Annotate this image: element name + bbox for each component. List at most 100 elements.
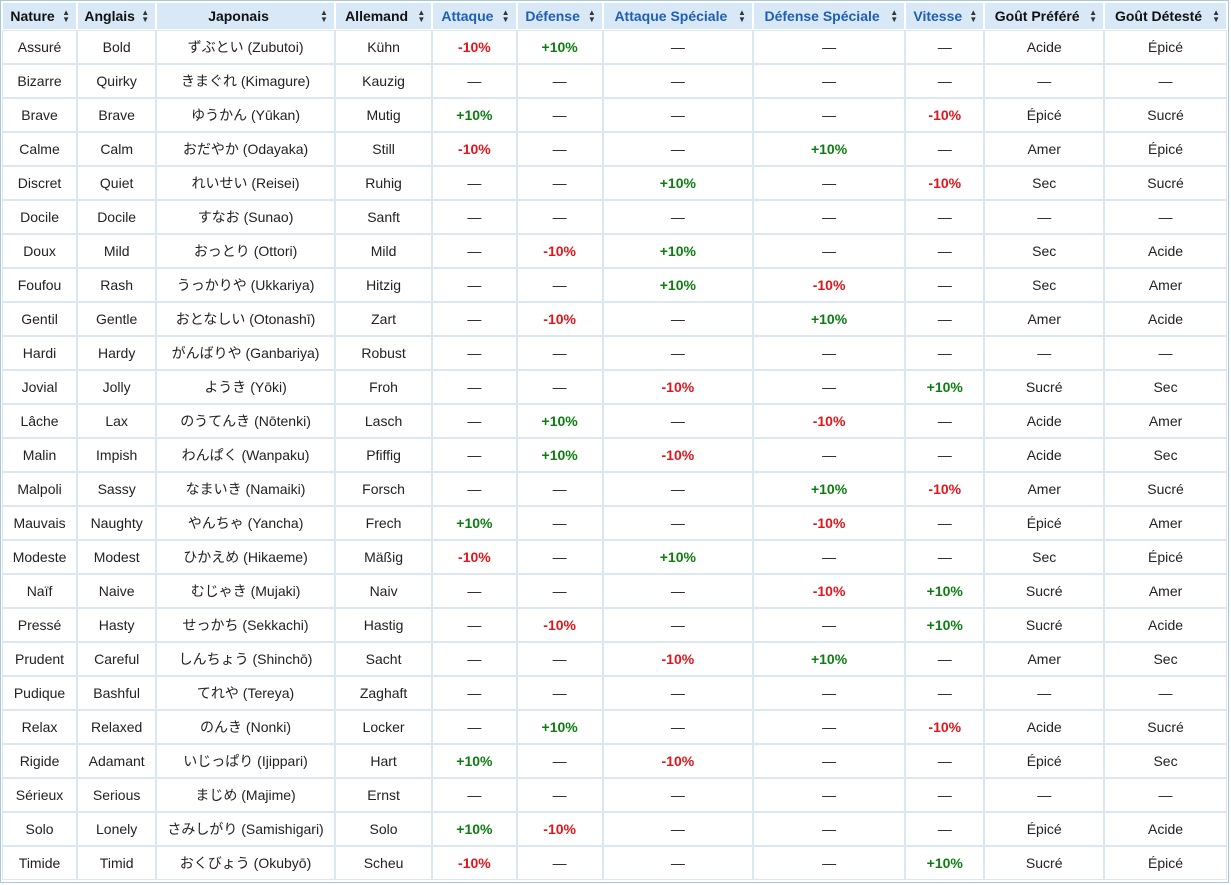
cell-gout-prefere: Amer [985, 133, 1104, 165]
sort-arrows-icon[interactable]: ▲ ▼ [587, 8, 596, 24]
cell-attaque: -10% [433, 31, 516, 63]
column-header-allemand[interactable]: Allemand ▲ ▼ [335, 3, 432, 29]
cell-nature: Timide [3, 847, 77, 879]
cell-attaque-speciale: — [603, 575, 752, 607]
table-row: Assuré Bold ずぶとい (Zubutoi) Kühn -10% +10% — — — A… [3, 31, 1226, 63]
column-header-vitesse[interactable]: Vitesse ▲ ▼ [906, 3, 984, 29]
column-header-nature[interactable]: Nature ▲ ▼ [3, 3, 77, 29]
sort-arrows-icon[interactable]: ▲ ▼ [319, 8, 328, 24]
cell-attaque: — [433, 643, 516, 675]
table-row: Malin Impish わんぱく (Wanpaku) Pfiffig — +10% -10… [3, 439, 1226, 471]
cell-allemand: Hart [335, 745, 432, 777]
column-header-label: Anglais [84, 8, 135, 24]
column-header-anglais[interactable]: Anglais ▲ ▼ [78, 3, 156, 29]
cell-attaque: -10% [433, 847, 516, 879]
cell-defense: +10% [517, 439, 602, 471]
cell-vitesse: — [906, 303, 984, 335]
cell-gout-prefere: — [985, 201, 1104, 233]
cell-attaque: — [433, 609, 516, 641]
cell-allemand: Still [335, 133, 432, 165]
cell-anglais: Bold [78, 31, 156, 63]
cell-gout-prefere: — [985, 65, 1104, 97]
table-row: Gentil Gentle おとなしい (Otonashī) Zart — -10% — +1… [3, 303, 1226, 335]
sort-arrows-icon[interactable]: ▲ ▼ [890, 8, 899, 24]
cell-gout-deteste: Épicé [1105, 31, 1226, 63]
cell-defense-speciale: -10% [753, 507, 905, 539]
sort-arrows-icon[interactable]: ▲ ▼ [969, 8, 978, 24]
column-header-label: Vitesse [913, 8, 963, 24]
cell-anglais: Adamant [78, 745, 156, 777]
cell-anglais: Naughty [78, 507, 156, 539]
table-row: Malpoli Sassy なまいき (Namaiki) Forsch — — — +10% -… [3, 473, 1226, 505]
cell-gout-deteste: Épicé [1105, 133, 1226, 165]
cell-defense-speciale: +10% [753, 303, 905, 335]
cell-nature: Malin [3, 439, 77, 471]
cell-gout-prefere: Sucré [985, 609, 1104, 641]
sort-arrows-icon[interactable]: ▲ ▼ [1089, 8, 1098, 24]
cell-defense-speciale: — [753, 99, 905, 131]
cell-allemand: Ernst [335, 779, 432, 811]
sort-arrows-icon[interactable]: ▲ ▼ [501, 8, 510, 24]
cell-vitesse: — [906, 813, 984, 845]
sort-arrows-icon[interactable]: ▲ ▼ [1212, 8, 1220, 24]
cell-attaque: — [433, 575, 516, 607]
cell-allemand: Locker [335, 711, 432, 743]
sort-arrows-icon[interactable]: ▲ ▼ [141, 8, 150, 24]
cell-japonais: うっかりや (Ukkariya) [157, 269, 334, 301]
cell-attaque-speciale: — [603, 201, 752, 233]
cell-attaque: -10% [433, 133, 516, 165]
sort-arrows-icon[interactable]: ▲ ▼ [62, 8, 71, 24]
cell-allemand: Frech [335, 507, 432, 539]
cell-anglais: Hasty [78, 609, 156, 641]
column-header-defense[interactable]: Défense ▲ ▼ [517, 3, 602, 29]
cell-defense-speciale: -10% [753, 269, 905, 301]
cell-gout-deteste: — [1105, 65, 1226, 97]
column-header-defense-speciale[interactable]: Défense Spéciale ▲ ▼ [753, 3, 905, 29]
cell-attaque: — [433, 337, 516, 369]
cell-defense-speciale: — [753, 235, 905, 267]
cell-vitesse: — [906, 235, 984, 267]
cell-gout-prefere: Sec [985, 541, 1104, 573]
cell-gout-deteste: Amer [1105, 405, 1226, 437]
cell-vitesse: -10% [906, 473, 984, 505]
cell-gout-deteste: Sec [1105, 371, 1226, 403]
cell-allemand: Hastig [335, 609, 432, 641]
cell-defense-speciale: — [753, 677, 905, 709]
column-header-attaque-speciale[interactable]: Attaque Spéciale ▲ ▼ [603, 3, 752, 29]
cell-gout-deteste: Sucré [1105, 711, 1226, 743]
cell-anglais: Gentle [78, 303, 156, 335]
cell-defense: -10% [517, 235, 602, 267]
cell-anglais: Brave [78, 99, 156, 131]
column-header-japonais[interactable]: Japonais ▲ ▼ [157, 3, 334, 29]
cell-japonais: てれや (Tereya) [157, 677, 334, 709]
column-header-label: Goût Préféré [994, 8, 1080, 24]
cell-defense: +10% [517, 405, 602, 437]
cell-attaque: -10% [433, 541, 516, 573]
cell-defense: -10% [517, 813, 602, 845]
cell-anglais: Quirky [78, 65, 156, 97]
cell-nature: Sérieux [3, 779, 77, 811]
cell-gout-prefere: — [985, 337, 1104, 369]
column-header-attaque[interactable]: Attaque ▲ ▼ [433, 3, 516, 29]
cell-defense-speciale: +10% [753, 133, 905, 165]
cell-defense: -10% [517, 609, 602, 641]
column-header-gout-deteste[interactable]: Goût Détesté ▲ ▼ [1105, 3, 1226, 29]
cell-japonais: せっかち (Sekkachi) [157, 609, 334, 641]
cell-allemand: Mäßig [335, 541, 432, 573]
sort-arrows-icon[interactable]: ▲ ▼ [417, 8, 426, 24]
cell-attaque-speciale: — [603, 303, 752, 335]
cell-attaque-speciale: — [603, 405, 752, 437]
cell-nature: Pudique [3, 677, 77, 709]
table-row: Timide Timid おくびょう (Okubyō) Scheu -10% — — — +10… [3, 847, 1226, 879]
cell-vitesse: -10% [906, 711, 984, 743]
cell-attaque: — [433, 65, 516, 97]
sort-arrows-icon[interactable]: ▲ ▼ [738, 8, 746, 24]
column-header-label: Défense [525, 8, 580, 24]
cell-anglais: Calm [78, 133, 156, 165]
column-header-gout-prefere[interactable]: Goût Préféré ▲ ▼ [985, 3, 1104, 29]
cell-gout-deteste: Acide [1105, 235, 1226, 267]
cell-attaque: — [433, 473, 516, 505]
cell-gout-prefere: Acide [985, 31, 1104, 63]
cell-gout-prefere: Épicé [985, 99, 1104, 131]
